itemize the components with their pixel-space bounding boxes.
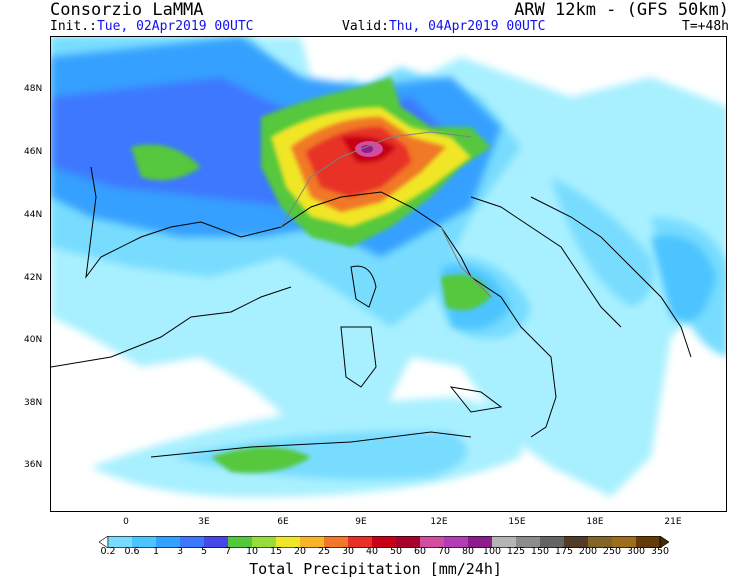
colorbar-swatch [588, 536, 613, 548]
colorbar-swatch [228, 536, 253, 548]
colorbar-level-label: 100 [482, 546, 502, 557]
lon-label: 15E [508, 517, 526, 527]
colorbar-swatch [540, 536, 565, 548]
colorbar-swatch [252, 536, 277, 548]
borders [280, 131, 492, 298]
lon-label: 0 [123, 517, 129, 527]
valid-time: Valid:Thu, 04Apr2019 00UTC [342, 19, 546, 34]
valid-prefix: Valid: [342, 19, 389, 34]
colorbar-swatch [156, 536, 181, 548]
colorbar-level-label: 80 [461, 546, 475, 557]
colorbar-level-label: 70 [437, 546, 451, 557]
colorbar-level-label: 3 [176, 546, 184, 557]
colorbar-swatch [204, 536, 229, 548]
colorbar [99, 536, 669, 548]
precipitation-map [50, 36, 727, 512]
valid-value: Thu, 04Apr2019 00UTC [388, 19, 546, 34]
colorbar-level-label: 300 [626, 546, 646, 557]
colorbar-swatch [468, 536, 493, 548]
colorbar-level-label: 30 [341, 546, 355, 557]
lat-label: 36N [24, 460, 43, 470]
colorbar-swatch [276, 536, 301, 548]
colorbar-swatch [132, 536, 157, 548]
app-title: Consorzio LaMMA [50, 0, 204, 20]
colorbar-swatch [420, 536, 445, 548]
model-title: ARW 12km - (GFS 50km) [514, 0, 729, 20]
colorbar-level-label: 50 [389, 546, 403, 557]
colorbar-outline [107, 536, 661, 548]
colorbar-swatch [492, 536, 517, 548]
colorbar-level-label: 7 [224, 546, 232, 557]
lon-label: 6E [277, 517, 289, 527]
colorbar-level-label: 40 [365, 546, 379, 557]
coastlines [51, 166, 692, 458]
lat-label: 40N [24, 335, 43, 345]
colorbar-level-label: 5 [200, 546, 208, 557]
colorbar-level-label: 175 [554, 546, 574, 557]
colorbar-swatch [108, 536, 133, 548]
colorbar-level-label: 60 [413, 546, 427, 557]
units-label: Total Precipitation [mm/24h] [249, 560, 502, 578]
colorbar-swatch [612, 536, 637, 548]
init-time: Init.:Tue, 02Apr2019 00UTC [50, 19, 254, 34]
colorbar-swatch [636, 536, 661, 548]
colorbar-swatch [444, 536, 469, 548]
precipitation-field [51, 37, 726, 497]
colorbar-level-label: 15 [269, 546, 283, 557]
colorbar-level-label: 10 [245, 546, 259, 557]
lon-label: 21E [664, 517, 682, 527]
colorbar-level-label: 20 [293, 546, 307, 557]
lat-label: 46N [24, 147, 43, 157]
init-prefix: Init.: [50, 19, 97, 34]
lon-label: 3E [198, 517, 210, 527]
colorbar-swatch [396, 536, 421, 548]
lon-label: 18E [586, 517, 604, 527]
precip-extreme [355, 141, 383, 157]
lon-label: 9E [355, 517, 367, 527]
colorbar-level-label: 250 [602, 546, 622, 557]
init-value: Tue, 02Apr2019 00UTC [96, 19, 254, 34]
lat-label: 44N [24, 210, 43, 220]
colorbar-level-label: 125 [506, 546, 526, 557]
lon-label: 12E [430, 517, 448, 527]
colorbar-level-label: 350 [650, 546, 670, 557]
colorbar-level-label: 0.6 [124, 546, 140, 557]
colorbar-level-label: 0.2 [100, 546, 116, 557]
colorbar-swatch [564, 536, 589, 548]
lead-time: T=+48h [682, 19, 729, 34]
colorbar-level-label: 25 [317, 546, 331, 557]
colorbar-level-label: 200 [578, 546, 598, 557]
colorbar-swatch [372, 536, 397, 548]
lat-label: 42N [24, 273, 43, 283]
colorbar-level-label: 150 [530, 546, 550, 557]
colorbar-level-label: 1 [152, 546, 160, 557]
colorbar-swatch [348, 536, 373, 548]
colorbar-swatch [180, 536, 205, 548]
colorbar-swatch [324, 536, 349, 548]
lat-label: 38N [24, 398, 43, 408]
colorbar-swatch [300, 536, 325, 548]
lat-label: 48N [24, 84, 43, 94]
colorbar-swatch [516, 536, 541, 548]
